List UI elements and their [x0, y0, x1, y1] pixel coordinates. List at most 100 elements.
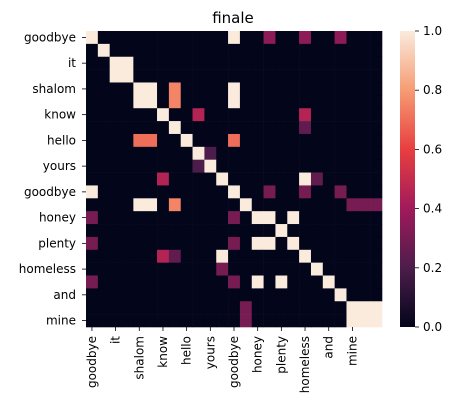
- heatmap-cell: [157, 314, 170, 328]
- heatmap-cell: [168, 314, 182, 328]
- heatmap-cell: [310, 185, 324, 199]
- heatmap-cell: [97, 82, 110, 96]
- heatmap-cell: [239, 31, 253, 45]
- heatmap-cell: [239, 159, 253, 173]
- heatmap-cell: [299, 301, 312, 315]
- heatmap-cell: [287, 108, 300, 122]
- heatmap-cell: [86, 31, 99, 45]
- colorbar-tick-label: 0.8: [423, 83, 442, 97]
- heatmap-cell: [133, 314, 146, 328]
- heatmap-cell: [86, 314, 99, 328]
- heatmap-cell: [239, 133, 253, 148]
- heatmap-cell: [334, 288, 347, 302]
- heatmap-cell: [157, 185, 170, 199]
- heatmap-cell: [157, 56, 170, 70]
- heatmap-cell: [109, 172, 122, 186]
- heatmap-cell: [370, 121, 383, 135]
- heatmap-cell: [239, 314, 253, 328]
- heatmap-cell: [263, 172, 276, 186]
- heatmap-cell: [275, 288, 288, 302]
- heatmap-cell: [204, 224, 217, 238]
- heatmap-cell: [133, 121, 146, 135]
- heatmap-cell: [322, 146, 335, 160]
- heatmap-cell: [370, 224, 383, 238]
- heatmap-cell: [334, 249, 347, 263]
- heatmap-cell: [370, 288, 383, 302]
- heatmap-cell: [180, 159, 193, 173]
- heatmap-cell: [216, 56, 229, 70]
- heatmap-cell: [310, 249, 324, 263]
- heatmap-cell: [192, 301, 205, 315]
- heatmap-cell: [121, 301, 134, 315]
- heatmap-cell: [157, 31, 170, 45]
- column-tick-label: yours: [203, 336, 217, 369]
- heatmap-cell: [287, 236, 300, 251]
- heatmap-cell: [180, 249, 193, 263]
- heatmap-cell: [180, 185, 193, 199]
- heatmap-cell: [97, 288, 110, 302]
- heatmap-cell: [334, 69, 347, 83]
- heatmap-cell: [358, 69, 371, 83]
- heatmap-cell: [310, 121, 324, 135]
- heatmap-cell: [346, 43, 359, 58]
- heatmap-cell: [239, 249, 253, 263]
- heatmap-cell: [263, 31, 276, 45]
- heatmap-cell: [157, 224, 170, 238]
- heatmap-cell: [358, 95, 371, 109]
- heatmap-cell: [145, 198, 158, 212]
- heatmap-cell: [216, 133, 229, 148]
- heatmap-cell: [216, 43, 229, 58]
- heatmap-cell: [239, 146, 253, 160]
- heatmap-cell: [370, 56, 383, 70]
- heatmap-cell: [322, 95, 335, 109]
- heatmap-cell: [263, 82, 276, 96]
- heatmap-cell: [204, 82, 217, 96]
- column-tick-label: plenty: [274, 336, 288, 374]
- heatmap-cell: [251, 56, 264, 70]
- heatmap-cell: [370, 301, 383, 315]
- column-tick-label: mine: [345, 336, 359, 366]
- heatmap-cell: [263, 288, 276, 302]
- heatmap-cell: [299, 56, 312, 70]
- heatmap-cell: [157, 262, 170, 276]
- heatmap-cell: [322, 133, 335, 148]
- heatmap-cell: [121, 43, 134, 58]
- heatmap-cell: [192, 185, 205, 199]
- heatmap-cell: [145, 172, 158, 186]
- heatmap-cell: [251, 288, 264, 302]
- heatmap-cell: [310, 69, 324, 83]
- heatmap-cell: [263, 262, 276, 276]
- heatmap-cell: [287, 95, 300, 109]
- heatmap-cell: [287, 56, 300, 70]
- heatmap-cell: [180, 82, 193, 96]
- heatmap-cell: [239, 301, 253, 315]
- heatmap-cell: [239, 108, 253, 122]
- heatmap-cell: [299, 82, 312, 96]
- row-tick-label: goodbye: [24, 30, 76, 44]
- heatmap-cell: [263, 236, 276, 251]
- heatmap-cell: [204, 314, 217, 328]
- heatmap-cell: [310, 43, 324, 58]
- heatmap-cell: [145, 56, 158, 70]
- heatmap-cell: [346, 275, 359, 289]
- heatmap-cell: [358, 159, 371, 173]
- heatmap-cell: [192, 236, 205, 251]
- heatmap-cell: [145, 314, 158, 328]
- heatmap-cell: [97, 198, 110, 212]
- heatmap-cell: [287, 301, 300, 315]
- heatmap-cell: [358, 301, 371, 315]
- heatmap-cell: [204, 301, 217, 315]
- heatmap-cell: [346, 108, 359, 122]
- heatmap-cell: [370, 133, 383, 148]
- column-tick-label: goodbye: [227, 336, 241, 388]
- heatmap-cell: [121, 56, 134, 70]
- heatmap-cell: [180, 43, 193, 58]
- heatmap-cell: [287, 31, 300, 45]
- heatmap-cell: [239, 172, 253, 186]
- heatmap-cell: [263, 314, 276, 328]
- heatmap-cell: [121, 314, 134, 328]
- heatmap-cell: [299, 43, 312, 58]
- heatmap-cell: [299, 121, 312, 135]
- heatmap-cell: [251, 95, 264, 109]
- heatmap-cell: [180, 121, 193, 135]
